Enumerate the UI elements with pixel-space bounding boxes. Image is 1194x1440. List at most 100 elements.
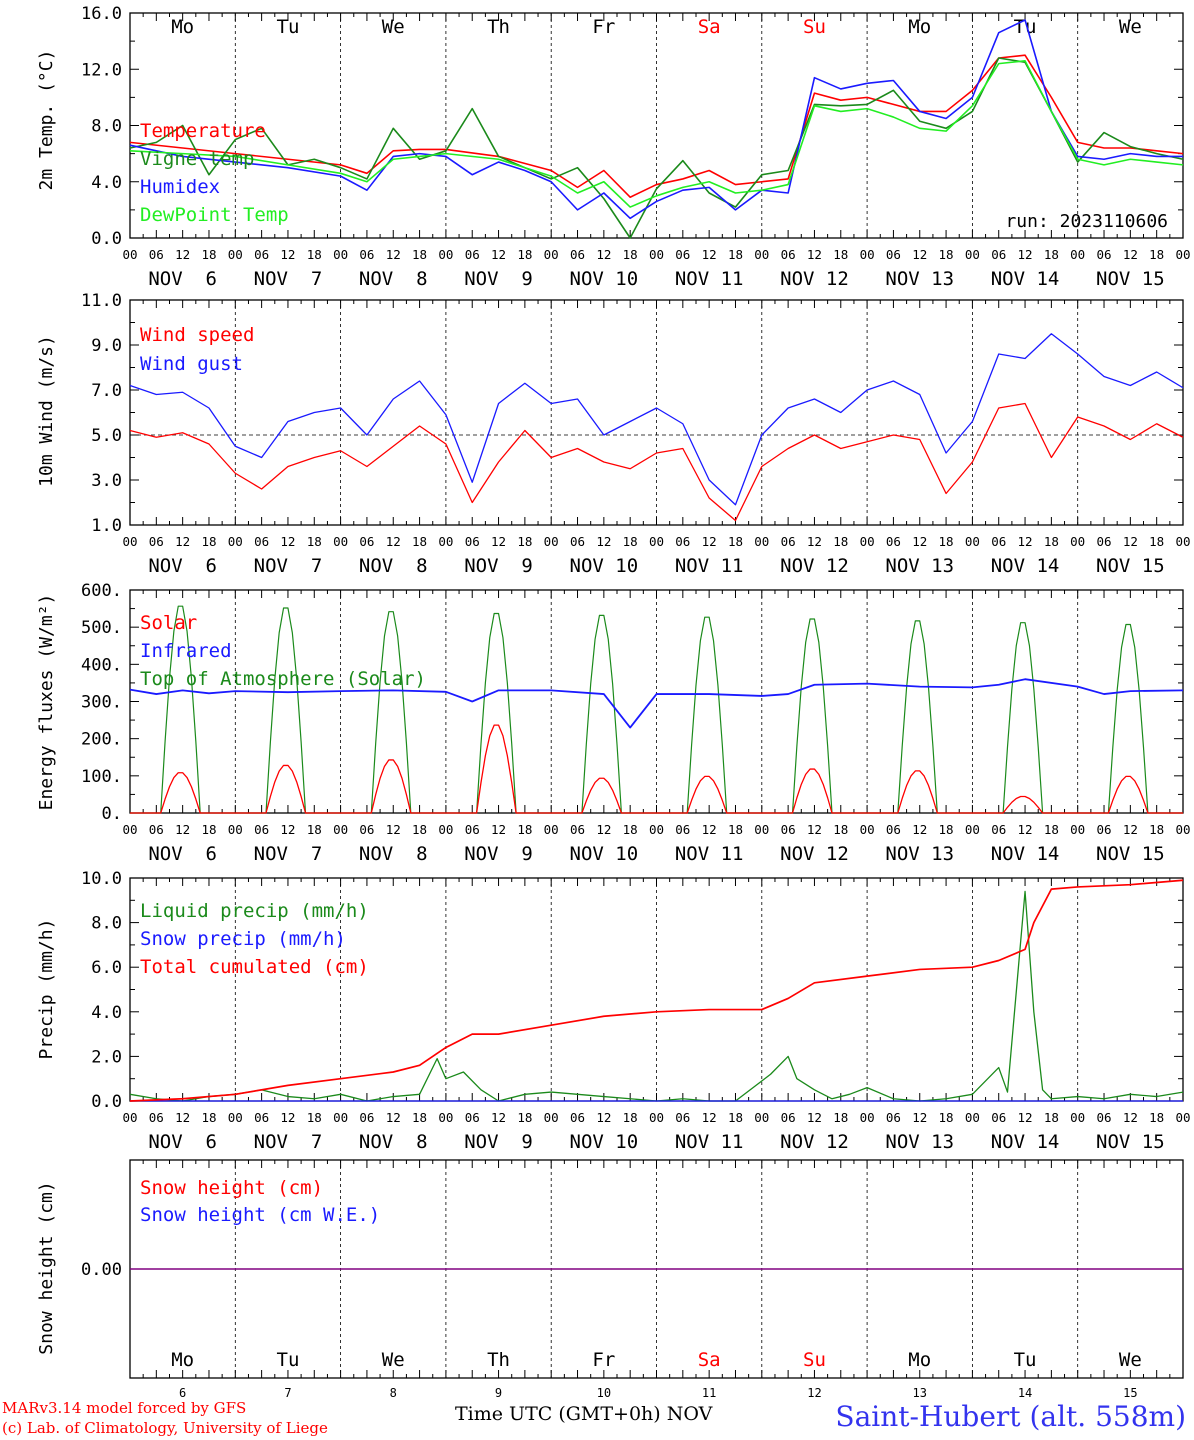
date-label: NOV 13 <box>885 1131 954 1153</box>
y-tick-label: 4.0 <box>91 173 122 193</box>
hour-tick-label: 18 <box>201 822 216 837</box>
hour-tick-label: 06 <box>359 822 374 837</box>
legend-entry: Vigne temp <box>140 148 254 170</box>
hour-tick-label: 12 <box>912 1110 927 1125</box>
hour-tick-label: 18 <box>1044 1110 1059 1125</box>
y-tick-label: 12.0 <box>81 60 122 80</box>
hour-tick-label: 00 <box>649 1110 664 1125</box>
series-line-total-cumulated-cm- <box>129 879 1184 1102</box>
hour-tick-label: 18 <box>517 822 532 837</box>
hour-tick-label: 18 <box>1149 822 1164 837</box>
hour-tick-label: 06 <box>149 1110 164 1125</box>
hour-tick-label: 06 <box>465 247 480 262</box>
date-label: NOV 7 <box>254 268 323 290</box>
day-number-label: 14 <box>1018 1386 1032 1400</box>
date-label: NOV 14 <box>991 268 1060 290</box>
weekday-label: Tu <box>277 1349 300 1371</box>
hour-tick-label: 00 <box>333 1110 348 1125</box>
hour-tick-label: 06 <box>781 1110 796 1125</box>
legend-entry: Solar <box>140 612 197 634</box>
hour-tick-label: 06 <box>991 534 1006 549</box>
y-axis-label: Snow height (cm) <box>36 1181 57 1354</box>
hour-tick-label: 06 <box>149 247 164 262</box>
series-line-dewpoint-temp <box>129 60 1184 208</box>
y-tick-label: 0.0 <box>91 1092 122 1112</box>
hour-tick-label: 00 <box>754 534 769 549</box>
hour-tick-label: 12 <box>386 822 401 837</box>
y-tick-label: 300. <box>81 693 122 713</box>
y-tick-label: 5.0 <box>91 426 122 446</box>
series-line-solar <box>130 724 1183 814</box>
hour-tick-label: 00 <box>754 822 769 837</box>
hour-tick-label: 00 <box>965 822 980 837</box>
hour-tick-label: 00 <box>333 534 348 549</box>
hour-tick-label: 18 <box>517 534 532 549</box>
series-line-vigne-temp <box>129 57 1184 239</box>
hour-tick-label: 06 <box>886 247 901 262</box>
hour-tick-label: 18 <box>728 822 743 837</box>
hour-tick-label: 12 <box>175 534 190 549</box>
hour-tick-label: 18 <box>939 822 954 837</box>
hour-tick-label: 00 <box>965 534 980 549</box>
hour-tick-label: 00 <box>860 822 875 837</box>
hour-tick-label: 12 <box>491 1110 506 1125</box>
legend-entry: Snow height (cm W.E.) <box>140 1204 380 1226</box>
hour-tick-label: 00 <box>1175 247 1190 262</box>
date-label: NOV 12 <box>780 1131 849 1153</box>
hour-tick-label: 12 <box>596 534 611 549</box>
hour-tick-label: 06 <box>1096 534 1111 549</box>
date-label: NOV 6 <box>148 1131 217 1153</box>
hour-tick-label: 18 <box>623 247 638 262</box>
weekday-label: Fr <box>592 16 615 38</box>
hour-tick-label: 00 <box>1175 1110 1190 1125</box>
weekday-label: Sa <box>698 1349 721 1371</box>
hour-tick-label: 06 <box>675 247 690 262</box>
hour-tick-label: 18 <box>833 247 848 262</box>
hour-tick-label: 12 <box>702 822 717 837</box>
hour-tick-label: 12 <box>702 534 717 549</box>
hour-tick-label: 18 <box>833 534 848 549</box>
hour-tick-label: 18 <box>939 247 954 262</box>
legend-entry: Temperature <box>140 120 266 142</box>
date-label: NOV 6 <box>148 843 217 865</box>
hour-tick-label: 06 <box>570 534 585 549</box>
hour-tick-label: 12 <box>1018 822 1033 837</box>
hour-tick-label: 12 <box>1018 534 1033 549</box>
time-axis-label: Time UTC (GMT+0h) NOV <box>455 1403 712 1425</box>
date-label: NOV 6 <box>148 555 217 577</box>
hour-tick-label: 12 <box>596 247 611 262</box>
date-label: NOV 11 <box>675 268 744 290</box>
day-number-label: 10 <box>597 1386 611 1400</box>
hour-tick-label: 12 <box>1018 1110 1033 1125</box>
hour-tick-label: 12 <box>702 247 717 262</box>
hour-tick-label: 18 <box>939 1110 954 1125</box>
date-label: NOV 9 <box>464 268 533 290</box>
copyright-credit: (c) Lab. of Climatology, University of L… <box>2 1419 328 1437</box>
hour-tick-label: 12 <box>1123 534 1138 549</box>
weekday-label: Mo <box>171 16 194 38</box>
y-tick-label: 11.0 <box>81 291 122 311</box>
hour-tick-label: 06 <box>465 1110 480 1125</box>
hour-tick-label: 00 <box>544 1110 559 1125</box>
x-axis-label: Time UTC (GMT+0h) <box>455 1403 661 1425</box>
hour-tick-label: 12 <box>1123 1110 1138 1125</box>
hour-tick-label: 06 <box>781 247 796 262</box>
weekday-label: Th <box>487 1349 510 1371</box>
hour-tick-label: 06 <box>149 822 164 837</box>
hour-tick-label: 06 <box>991 822 1006 837</box>
series-line-temperature <box>129 54 1184 199</box>
hour-tick-label: 00 <box>544 822 559 837</box>
hour-tick-label: 18 <box>1149 534 1164 549</box>
y-tick-label: 9.0 <box>91 336 122 356</box>
hour-tick-label: 12 <box>596 822 611 837</box>
y-tick-label: 8.0 <box>91 117 122 137</box>
day-number-label: 7 <box>284 1386 291 1400</box>
hour-tick-label: 00 <box>1070 1110 1085 1125</box>
hour-tick-label: 12 <box>912 534 927 549</box>
hour-tick-label: 12 <box>596 1110 611 1125</box>
series-line-wind-gust <box>129 333 1184 506</box>
y-tick-label: 7.0 <box>91 381 122 401</box>
hour-tick-label: 18 <box>728 1110 743 1125</box>
hour-tick-label: 00 <box>122 534 137 549</box>
hour-tick-label: 12 <box>807 534 822 549</box>
